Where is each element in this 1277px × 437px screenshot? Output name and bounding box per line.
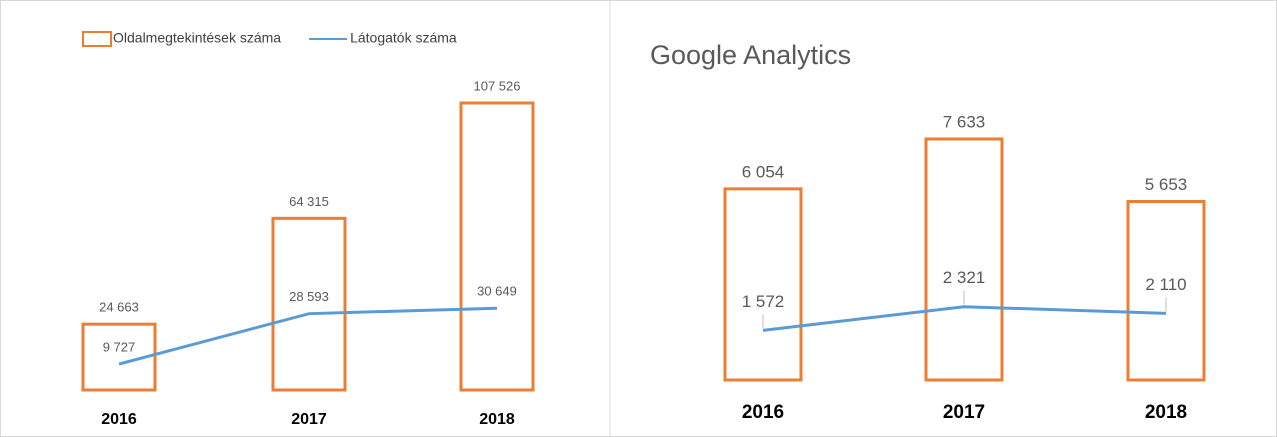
legend-label: Látogatók száma: [350, 30, 457, 46]
line-value-label: 28 593: [289, 289, 329, 304]
line-value-label: 9 727: [103, 339, 136, 354]
bar: [723, 187, 803, 382]
x-tick-label: 2017: [291, 411, 327, 428]
bar: [1126, 200, 1206, 382]
line-value-label: 30 649: [477, 284, 517, 299]
line-value-label: 2 321: [943, 268, 986, 287]
x-tick-label: 2018: [1145, 402, 1187, 423]
x-tick-label: 2016: [742, 402, 784, 423]
bar: [459, 101, 535, 392]
legend-swatch: [82, 31, 112, 47]
bar-value-label: 5 653: [1145, 175, 1188, 194]
bar: [271, 216, 347, 392]
bar-value-label: 7 633: [943, 112, 986, 131]
line-value-label: 1 572: [742, 292, 785, 311]
bar: [81, 322, 157, 392]
line-value-label: 2 110: [1145, 275, 1186, 294]
chart-title: Google Analytics: [650, 40, 851, 70]
line: [118, 306, 498, 366]
x-tick-label: 2016: [101, 411, 137, 428]
bar-value-label: 64 315: [289, 194, 329, 209]
bar: [924, 137, 1004, 382]
legend-label: Oldalmegtekintések száma: [113, 30, 281, 46]
line: [762, 305, 1167, 332]
bar-value-label: 6 054: [742, 162, 785, 181]
bar-value-label: 107 526: [474, 78, 521, 93]
bar-value-label: 24 663: [99, 300, 139, 315]
x-tick-label: 2017: [943, 402, 985, 423]
x-tick-label: 2018: [479, 411, 515, 428]
